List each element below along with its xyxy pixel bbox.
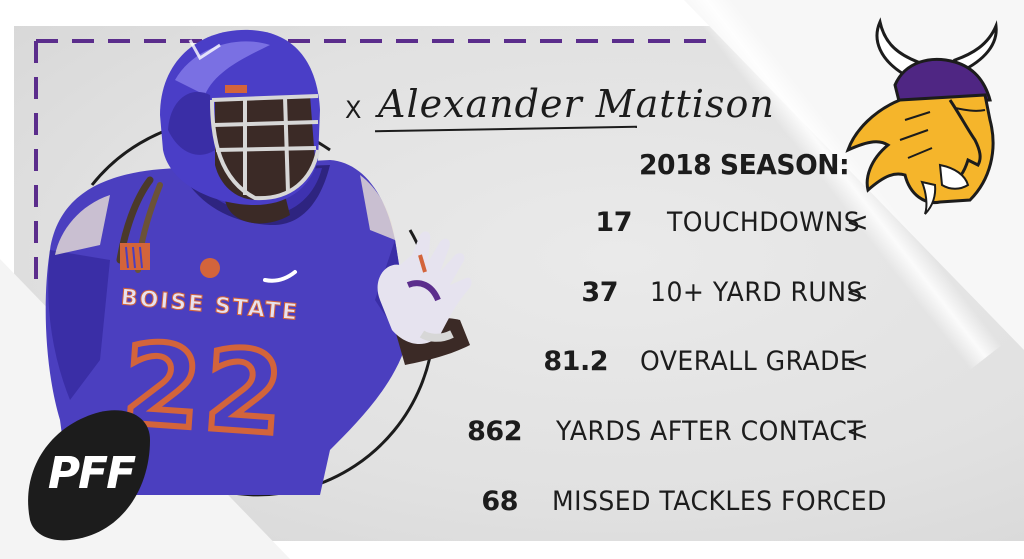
stat-arrow-icon: < xyxy=(846,207,869,238)
season-title: 2018 SEASON: xyxy=(639,148,850,181)
player-figure: 22 BOISE STATE xyxy=(45,29,472,495)
stat-value: 68 xyxy=(481,486,518,517)
stat-label: 10+ YARD RUNS xyxy=(650,277,863,308)
vikings-logo-icon xyxy=(845,17,998,215)
stat-label: MISSED TACKLES FORCED xyxy=(552,486,887,517)
stat-value: 17 xyxy=(595,207,632,238)
stat-arrow-icon: < xyxy=(846,416,869,447)
stat-value: 81.2 xyxy=(543,346,608,377)
pff-logo xyxy=(28,410,150,541)
stat-arrow-icon: < xyxy=(846,346,869,377)
stat-label: TOUCHDOWNS xyxy=(667,207,861,238)
stat-value: 862 xyxy=(467,416,522,447)
stat-arrow-icon: < xyxy=(846,277,869,308)
pff-logo-text: PFF xyxy=(47,448,136,499)
stat-value: 37 xyxy=(581,277,618,308)
player-name-signature: Alexander Mattison xyxy=(378,82,775,126)
name-prefix: X xyxy=(345,96,362,124)
dashed-frame xyxy=(34,39,710,290)
stat-label: OVERALL GRADE xyxy=(640,346,857,377)
stat-label: YARDS AFTER CONTACT xyxy=(556,416,864,447)
